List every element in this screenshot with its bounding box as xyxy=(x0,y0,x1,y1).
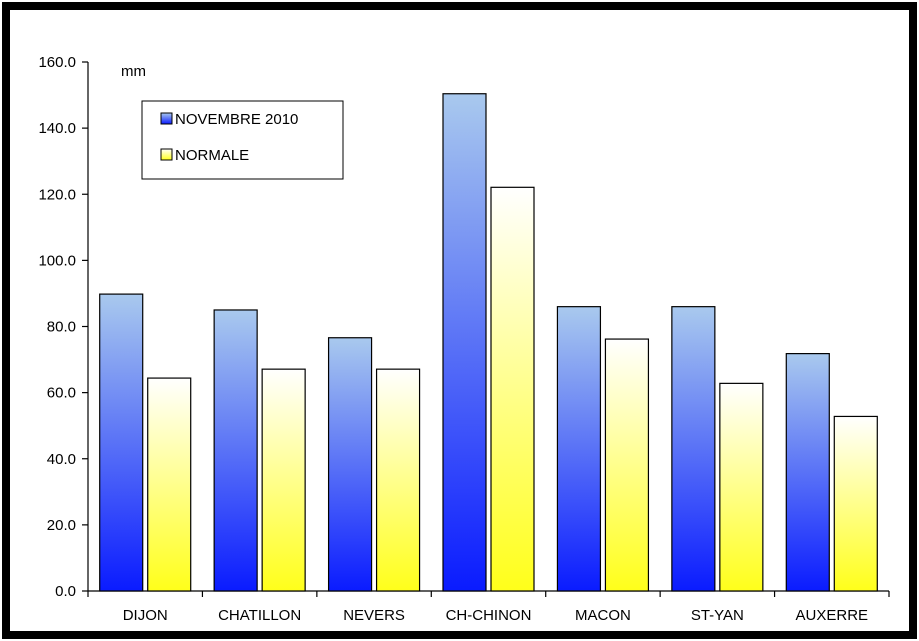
x-tick-label: AUXERRE xyxy=(796,607,869,624)
bar-normale-st-yan xyxy=(719,382,764,592)
x-tick-label: DIJON xyxy=(123,607,168,624)
legend: NOVEMBRE 2010 NORMALE xyxy=(141,100,344,180)
x-label-group: DIJON CHATILLON NEVERS CH-CHINON MACON ST-YAN… xyxy=(123,607,868,624)
bar-novembre-chatillon xyxy=(213,309,258,592)
bar-normale-ch-chinon xyxy=(490,186,535,592)
y-tick-label: 20.0 xyxy=(47,517,76,534)
y-tick-label: 120.0 xyxy=(38,186,76,203)
legend-swatch-normale xyxy=(160,148,173,161)
bar-novembre-macon xyxy=(556,306,602,592)
y-tick-label: 100.0 xyxy=(38,252,76,269)
x-tick-label: CHATILLON xyxy=(218,607,301,624)
bar-normale-nevers xyxy=(375,368,421,592)
bar-novembre-auxerre xyxy=(785,353,830,592)
bar-normale-dijon xyxy=(147,377,192,592)
x-tick-label: ST-YAN xyxy=(691,607,744,624)
y-tick-label: 140.0 xyxy=(38,120,76,137)
y-tick-label: 80.0 xyxy=(47,319,76,336)
bar-novembre-nevers xyxy=(327,337,373,592)
y-tick-label: 40.0 xyxy=(47,451,76,468)
bar-novembre-dijon xyxy=(99,293,144,592)
legend-label-normale: NORMALE xyxy=(175,147,249,164)
legend-box xyxy=(141,100,344,180)
y-axis-unit-label: mm xyxy=(121,63,146,80)
x-tick-label: NEVERS xyxy=(343,607,405,624)
y-tick-label: 60.0 xyxy=(47,385,76,402)
bar-group xyxy=(99,93,878,592)
bar-novembre-st-yan xyxy=(671,306,716,592)
x-tick-group xyxy=(87,591,890,597)
legend-swatch-novembre xyxy=(160,112,173,125)
bar-normale-macon xyxy=(604,338,650,592)
x-tick-label: CH-CHINON xyxy=(446,607,532,624)
y-tick-label: 0.0 xyxy=(55,583,76,600)
y-tick-label: 160.0 xyxy=(38,54,76,71)
bar-novembre-ch-chinon xyxy=(442,93,487,592)
y-tick-group: 0.0 20.0 40.0 60.0 80.0 100.0 120.0 140.0 160.0 xyxy=(38,54,88,600)
legend-label-novembre: NOVEMBRE 2010 xyxy=(175,111,298,128)
x-tick-label: MACON xyxy=(575,607,631,624)
bar-normale-chatillon xyxy=(261,368,306,592)
bar-normale-auxerre xyxy=(833,415,878,592)
